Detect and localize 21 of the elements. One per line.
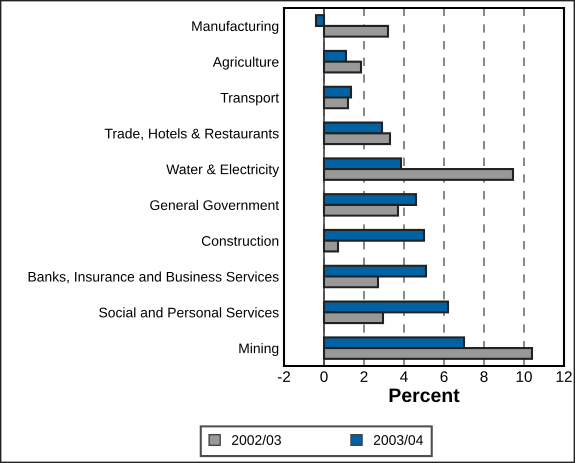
y-tick-label: Water & Electricity <box>166 164 280 178</box>
y-tick-label: Agriculture <box>212 56 279 70</box>
legend-label: 2003/04 <box>374 434 423 445</box>
y-tick-label: Banks, Insurance and Business Services <box>28 271 279 284</box>
y-tick-label: Transport <box>220 92 280 106</box>
x-tick-label: -2 <box>278 371 290 382</box>
x-tick-label: 2 <box>360 371 368 382</box>
x-tick-label: 4 <box>400 371 408 382</box>
x-tick-label: 6 <box>440 371 448 382</box>
x-tick-label: 0 <box>320 371 328 382</box>
y-tick-label: Trade, Hotels & Restaurants <box>104 128 279 140</box>
legend-label: 2002/03 <box>232 434 281 445</box>
y-tick-label: Mining <box>239 343 278 356</box>
x-tick-label: 12 <box>556 371 572 382</box>
x-tick-label: 10 <box>516 371 532 382</box>
y-tick-label: Construction <box>202 236 278 246</box>
y-tick-label: General Government <box>150 200 280 210</box>
y-tick-label: Manufacturing <box>192 20 278 34</box>
x-axis-title: Percent <box>390 388 460 402</box>
y-tick-label: Social and Personal Services <box>99 307 279 318</box>
x-tick-label: 8 <box>480 371 488 382</box>
